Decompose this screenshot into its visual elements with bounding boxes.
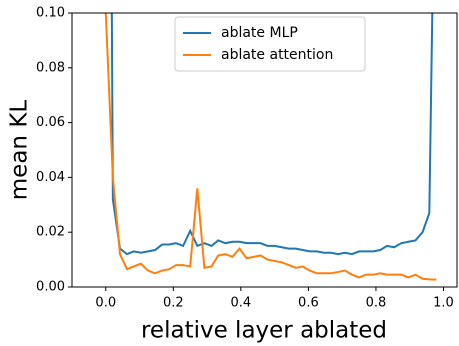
y-tick-label: 0.02 (36, 225, 65, 240)
legend-box (174, 16, 366, 72)
series-line (104, 13, 437, 281)
y-tick-label: 0.04 (36, 170, 65, 185)
y-tick-label: 0.00 (36, 280, 65, 295)
x-tick-label: 0.2 (163, 296, 184, 311)
x-tick-label: 1.0 (433, 296, 454, 311)
y-axis-label: mean KL (7, 100, 33, 201)
legend-label: ablate attention (221, 47, 333, 63)
legend-label: ablate MLP (221, 25, 298, 41)
x-tick-label: 0.8 (366, 296, 387, 311)
x-tick-label: 0.4 (231, 296, 252, 311)
plot-lines (104, 13, 437, 281)
x-tick-label: 0.0 (95, 296, 116, 311)
y-tick-label: 0.10 (36, 6, 65, 21)
x-tick-label: 0.6 (298, 296, 319, 311)
series-line (110, 13, 434, 256)
y-tick-label: 0.08 (36, 60, 65, 75)
plot-frame (71, 12, 458, 288)
y-tick-label: 0.06 (36, 115, 65, 130)
x-axis-label: relative layer ablated (141, 318, 387, 344)
